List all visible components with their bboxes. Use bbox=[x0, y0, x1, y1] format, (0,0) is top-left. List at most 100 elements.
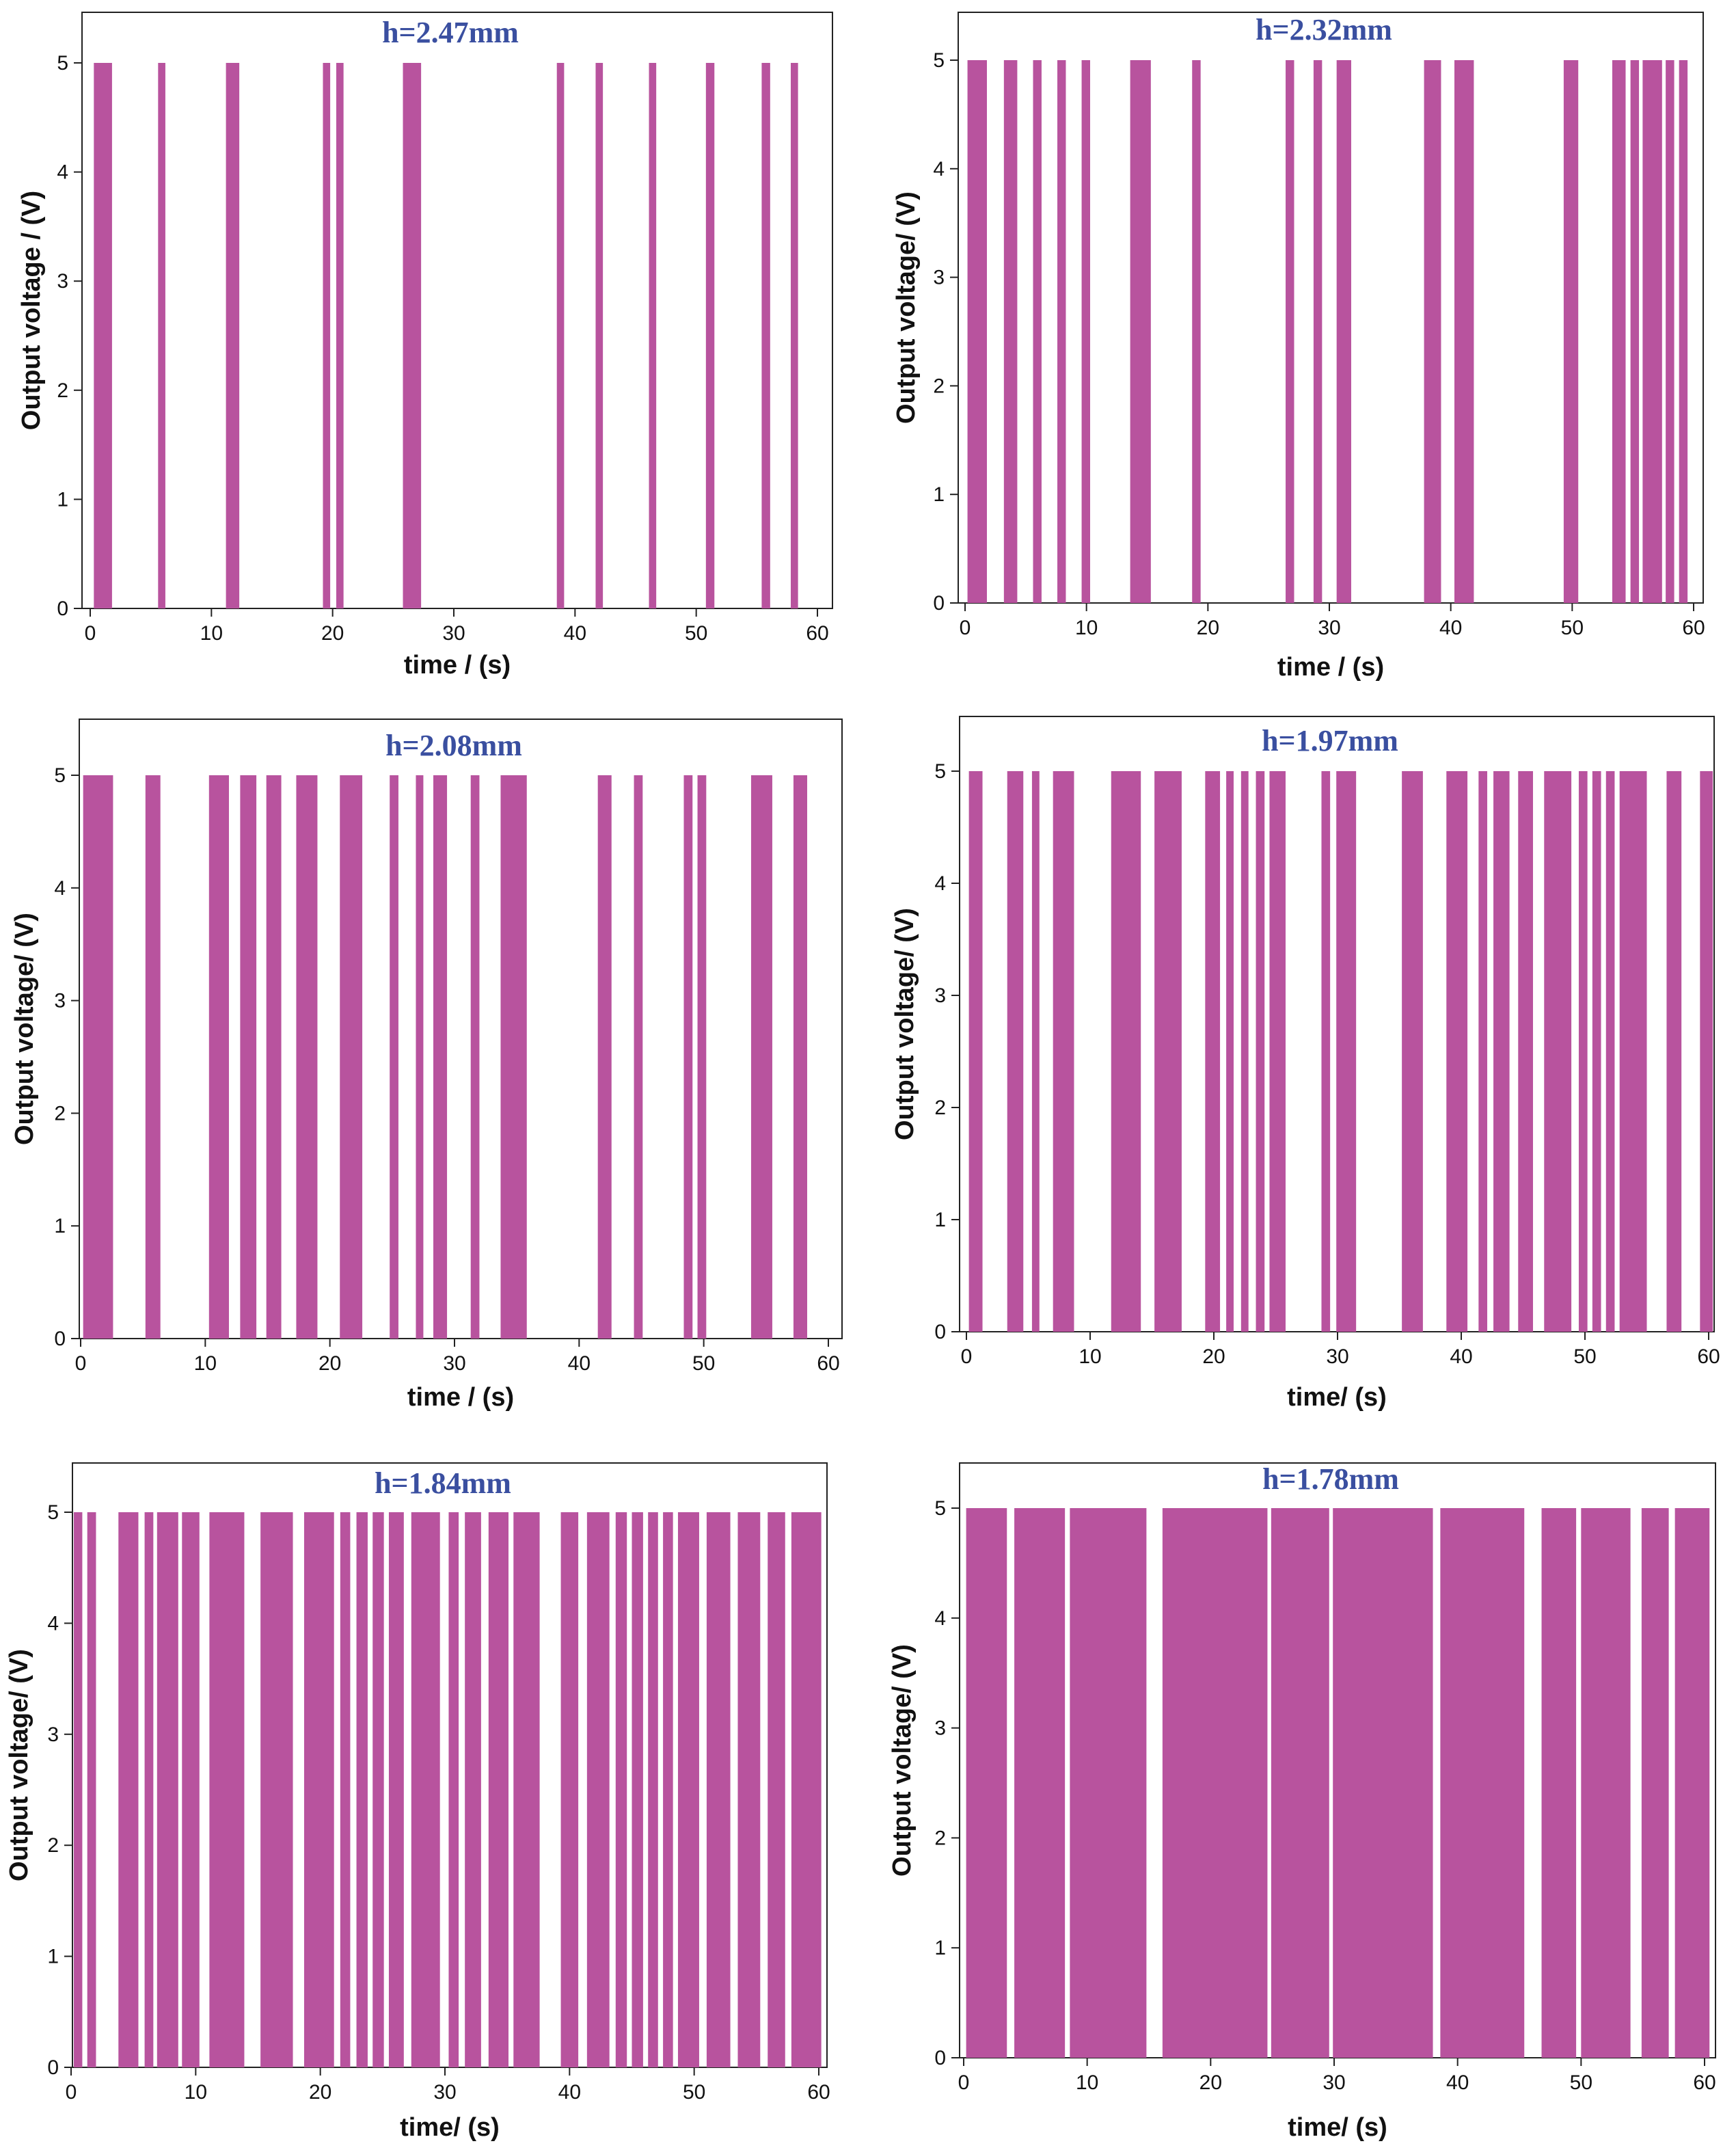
pulse-bar bbox=[340, 775, 363, 1339]
pulse-bar bbox=[1269, 771, 1286, 1332]
x-tick-label: 10 bbox=[200, 622, 223, 645]
x-tick-label: 20 bbox=[1197, 617, 1219, 639]
pulse-bar bbox=[1642, 60, 1662, 603]
x-tick-label: 10 bbox=[1075, 617, 1098, 639]
pulse-bar bbox=[1578, 771, 1588, 1332]
pulse-bar bbox=[356, 1512, 368, 2067]
pulse-bar bbox=[266, 775, 282, 1339]
pulse-bar bbox=[791, 1512, 822, 2067]
pulse-bar bbox=[737, 1512, 761, 2067]
y-tick-label: 1 bbox=[54, 1215, 66, 1237]
x-tick-label: 30 bbox=[1323, 2071, 1345, 2094]
pulse-bar bbox=[648, 1512, 658, 2067]
y-axis-label: Output voltage/ (V) bbox=[892, 191, 921, 424]
x-tick-label: 0 bbox=[960, 617, 971, 639]
pulse-bar bbox=[1666, 771, 1682, 1332]
y-tick-label: 5 bbox=[934, 1497, 946, 1520]
y-tick-label: 1 bbox=[934, 1209, 946, 1231]
pulse-bar bbox=[1336, 60, 1351, 603]
pulse-bar bbox=[145, 775, 161, 1339]
pulse-bar bbox=[1007, 771, 1024, 1332]
y-tick-label: 1 bbox=[47, 1946, 59, 1968]
x-tick-label: 20 bbox=[321, 622, 344, 645]
y-tick-label: 3 bbox=[934, 1717, 946, 1740]
x-tick-label: 20 bbox=[309, 2081, 331, 2104]
y-tick-label: 5 bbox=[933, 49, 945, 72]
x-tick-label: 30 bbox=[443, 1352, 465, 1375]
pulse-bar bbox=[323, 63, 331, 608]
x-tick-label: 50 bbox=[1573, 1345, 1596, 1368]
pulse-bar bbox=[1081, 60, 1090, 603]
pulse-bar bbox=[1070, 1508, 1147, 2058]
y-tick-label: 2 bbox=[934, 1827, 946, 1849]
x-tick-label: 60 bbox=[807, 2081, 830, 2104]
y-tick-label: 3 bbox=[47, 1723, 59, 1746]
pulse-bar bbox=[500, 775, 527, 1339]
pulse-bar bbox=[182, 1512, 200, 2067]
y-tick-label: 0 bbox=[54, 1328, 66, 1350]
x-tick-label: 0 bbox=[85, 622, 96, 645]
x-tick-label: 40 bbox=[1446, 2071, 1469, 2094]
plot-frame bbox=[81, 12, 833, 609]
pulse-bar bbox=[87, 1512, 96, 2067]
x-axis-label: time/ (s) bbox=[400, 2113, 500, 2142]
pulse-bar bbox=[1446, 771, 1468, 1332]
pulse-bar bbox=[761, 63, 770, 608]
pulse-bar bbox=[403, 63, 422, 608]
pulse-bar bbox=[1111, 771, 1141, 1332]
pulse-bar bbox=[1256, 771, 1265, 1332]
y-tick-label: 5 bbox=[47, 1501, 59, 1524]
y-axis-label: Output voltage/ (V) bbox=[891, 908, 919, 1140]
pulse-bar bbox=[968, 771, 983, 1332]
pulse-bar bbox=[94, 63, 112, 608]
pulse-bar bbox=[465, 1512, 481, 2067]
chart-title: h=2.47mm bbox=[382, 16, 519, 49]
pulse-bar bbox=[390, 775, 398, 1339]
chart-title: h=1.78mm bbox=[1262, 1462, 1399, 1496]
pulse-bar bbox=[1563, 60, 1579, 603]
pulse-bar bbox=[1440, 1508, 1525, 2058]
y-tick-label: 2 bbox=[57, 379, 68, 402]
pulse-bar bbox=[1240, 771, 1249, 1332]
pulse-bar bbox=[372, 1512, 384, 2067]
x-axis-label: time / (s) bbox=[407, 1383, 514, 1412]
x-tick-label: 10 bbox=[194, 1352, 217, 1375]
y-tick-label: 0 bbox=[934, 1321, 946, 1343]
pulse-bar bbox=[416, 775, 424, 1339]
y-axis-label: Output voltage/ (V) bbox=[10, 913, 39, 1145]
y-tick-label: 0 bbox=[934, 2047, 946, 2069]
pulse-bar bbox=[683, 775, 693, 1339]
pulse-bar bbox=[750, 775, 772, 1339]
pulse-bar bbox=[1053, 771, 1074, 1332]
pulse-bar bbox=[513, 1512, 540, 2067]
pulse-bar bbox=[158, 63, 165, 608]
y-tick-label: 1 bbox=[934, 1937, 946, 1959]
pulse-bar bbox=[1612, 60, 1626, 603]
x-tick-label: 30 bbox=[442, 622, 465, 645]
y-tick-label: 4 bbox=[47, 1612, 59, 1635]
pulse-bar bbox=[448, 1512, 459, 2067]
y-axis-label: Output voltage / (V) bbox=[17, 191, 46, 430]
pulse-bar bbox=[790, 63, 798, 608]
pulse-bar bbox=[1271, 1508, 1329, 2058]
pulse-bar bbox=[793, 775, 808, 1339]
pulse-series bbox=[83, 775, 808, 1339]
pulse-bar bbox=[634, 775, 643, 1339]
pulse-bar bbox=[706, 1512, 731, 2067]
x-tick-label: 30 bbox=[1318, 617, 1340, 639]
chart-title: h=1.97mm bbox=[1262, 724, 1398, 757]
pulse-bar bbox=[649, 63, 657, 608]
x-tick-label: 10 bbox=[1079, 1345, 1101, 1368]
pulse-bar bbox=[1003, 60, 1018, 603]
pulse-bar bbox=[560, 1512, 579, 2067]
y-tick-label: 5 bbox=[57, 52, 68, 75]
y-tick-label: 0 bbox=[933, 592, 945, 615]
pulse-bar bbox=[1192, 60, 1201, 603]
x-tick-label: 20 bbox=[1199, 2071, 1222, 2094]
pulse-series bbox=[94, 63, 798, 608]
y-tick-label: 4 bbox=[934, 1607, 946, 1630]
y-tick-label: 2 bbox=[934, 1097, 946, 1119]
pulse-bar bbox=[226, 63, 240, 608]
x-tick-label: 20 bbox=[1202, 1345, 1225, 1368]
